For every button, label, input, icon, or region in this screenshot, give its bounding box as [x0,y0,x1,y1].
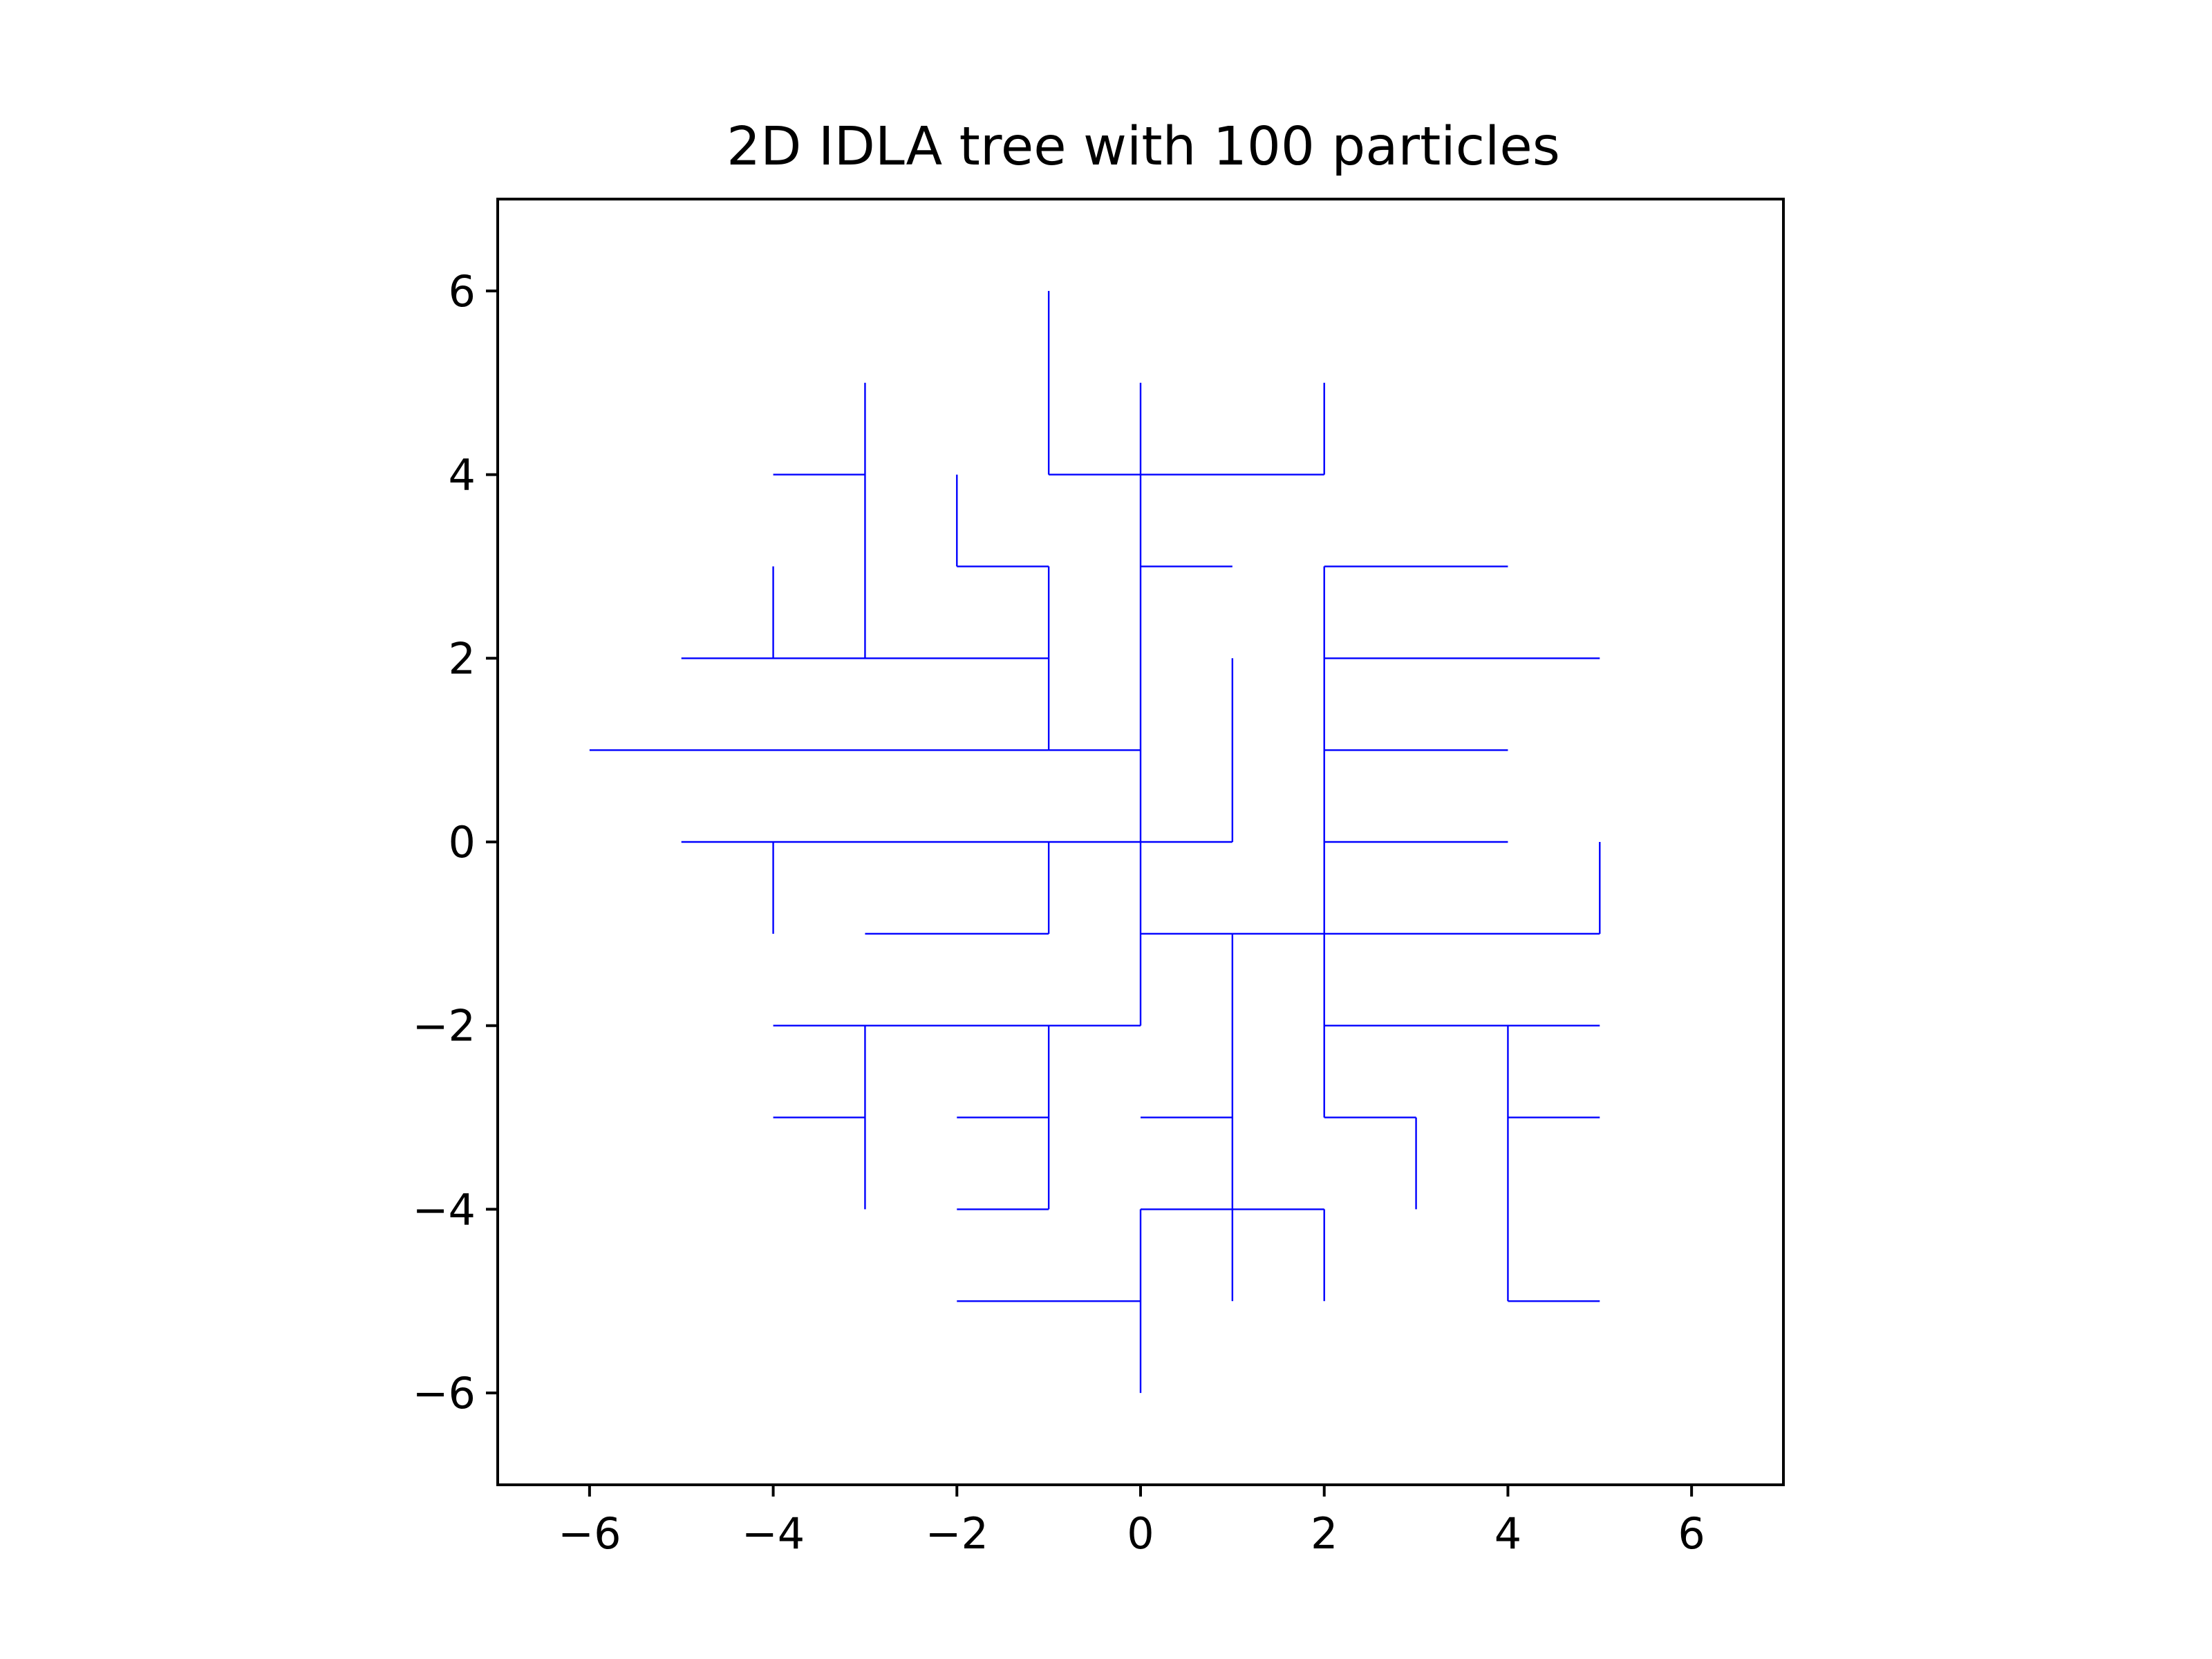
tree-edges [589,290,1601,1394]
y-tick-label: −6 [413,1368,476,1418]
x-tick-label: −6 [558,1508,621,1559]
axes-frame [496,198,1785,1486]
x-axis-ticks: −6 −4 −2 0 2 4 6 [558,1485,1705,1559]
y-tick-label: 4 [449,450,476,500]
y-tick-label: −4 [413,1184,476,1235]
y-tick-label: 6 [449,266,476,317]
x-tick-label: 0 [1127,1508,1154,1559]
y-tick-label: 0 [449,817,476,868]
x-tick-label: 2 [1311,1508,1338,1559]
y-axis-ticks: −6 −4 −2 0 2 4 6 [413,266,498,1418]
x-tick-label: −4 [742,1508,805,1559]
y-tick-label: −2 [413,1001,476,1051]
x-tick-label: 6 [1678,1508,1705,1559]
x-tick-label: −2 [926,1508,988,1559]
y-tick-label: 2 [449,633,476,684]
x-tick-label: 4 [1494,1508,1521,1559]
chart-title: 2D IDLA tree with 100 particles [727,116,1560,178]
